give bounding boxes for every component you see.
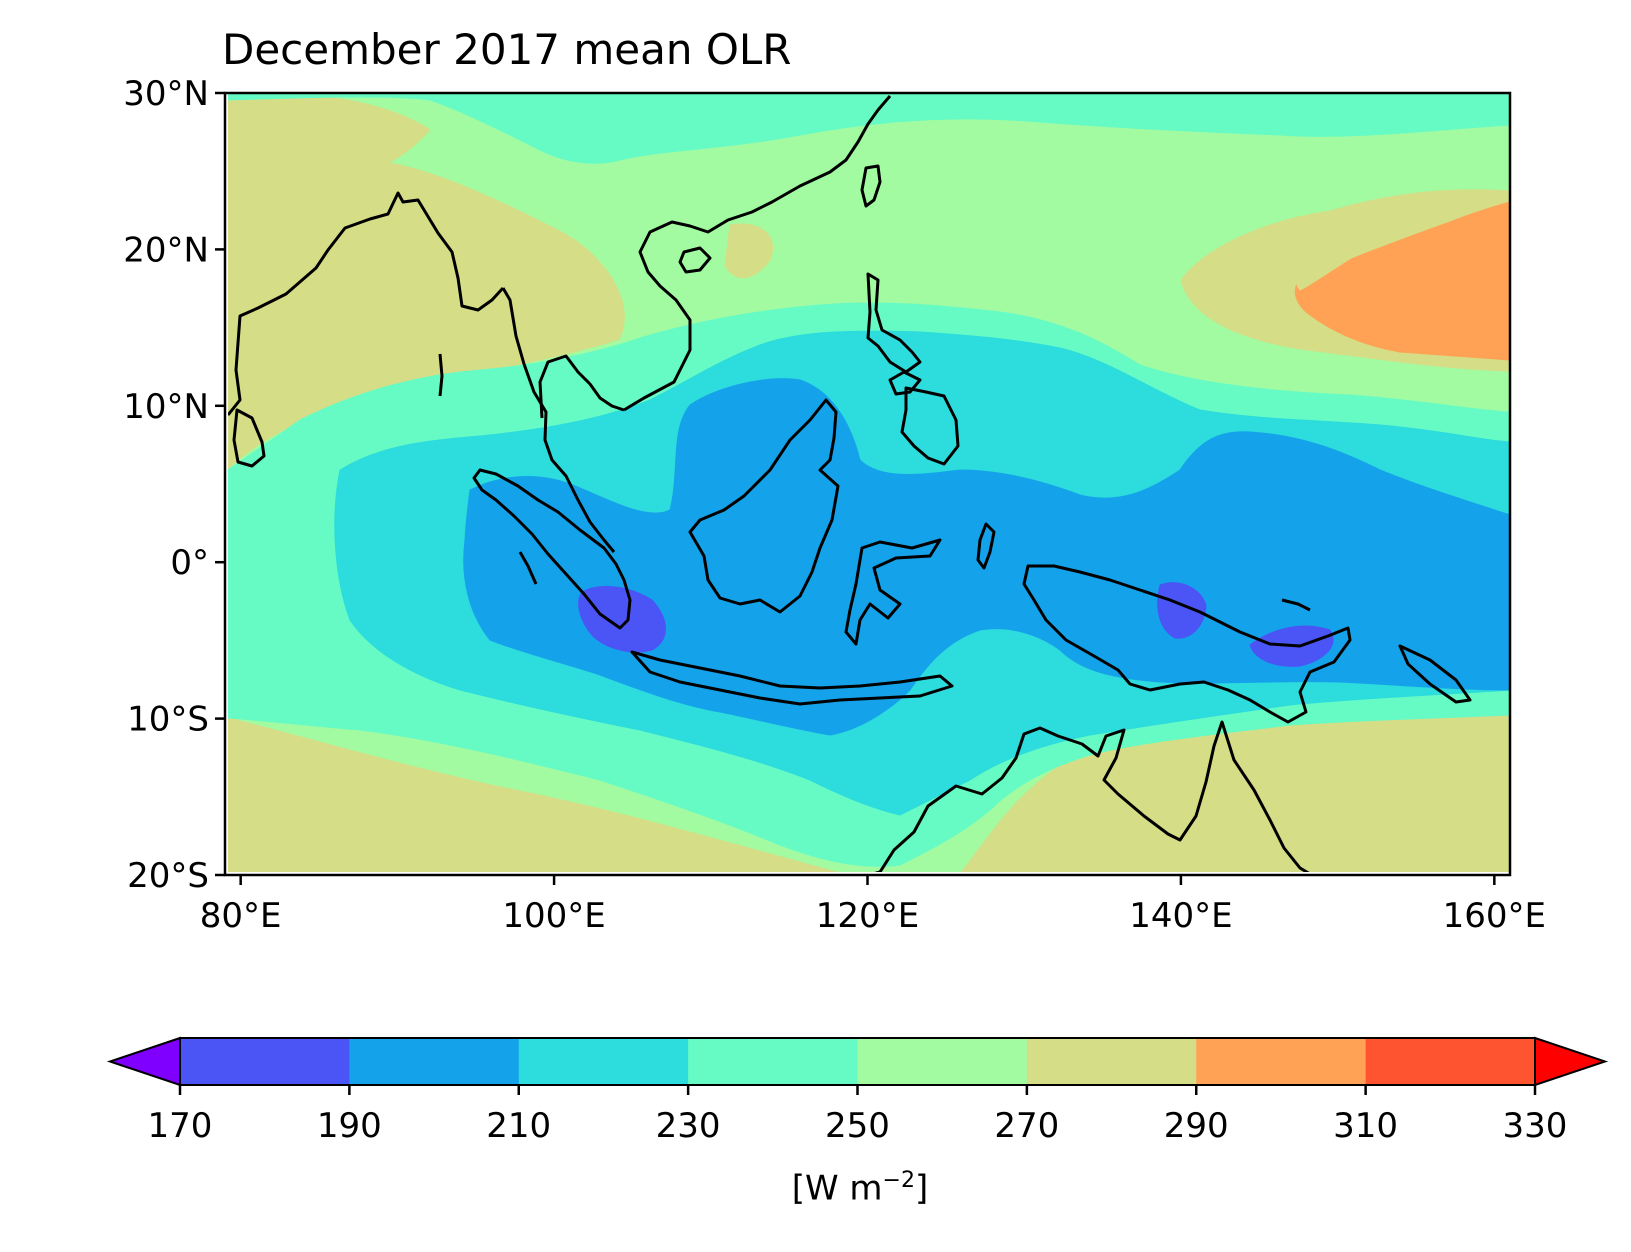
colorbar-tick-label: 170 bbox=[148, 1106, 213, 1146]
colorbar-segment bbox=[349, 1038, 520, 1085]
colorbar-segment bbox=[180, 1038, 350, 1085]
coastline-myanmar-malaya bbox=[501, 287, 616, 553]
colorbar-tick-label: 190 bbox=[317, 1106, 382, 1146]
coastline-new-guinea bbox=[1022, 564, 1352, 724]
latitude-tick-label: 20°S bbox=[127, 856, 209, 896]
longitude-tick-label: 120°E bbox=[816, 896, 919, 936]
latitude-tick-label: 30°N bbox=[123, 74, 209, 114]
coastline-sri-lanka bbox=[232, 408, 266, 468]
coastline-australia bbox=[874, 720, 1310, 872]
coastline-borneo bbox=[688, 398, 840, 614]
longitude-tick-label: 140°E bbox=[1129, 896, 1232, 936]
olr-band-290-310-pacific bbox=[1294, 201, 1510, 361]
colorbar-segment bbox=[688, 1038, 858, 1085]
coastline-hainan bbox=[678, 246, 712, 274]
coastline-luzon bbox=[866, 272, 922, 374]
colorbar-tick-label: 230 bbox=[656, 1106, 721, 1146]
latitude-tick-label: 20°N bbox=[123, 230, 209, 270]
colorbar-unit-label: [W m−2] bbox=[791, 1168, 929, 1209]
longitude-tick-label: 100°E bbox=[502, 896, 605, 936]
colorbar-tick-label: 250 bbox=[825, 1106, 890, 1146]
coastline-india bbox=[228, 191, 505, 416]
olr-band-170-190-sumatra bbox=[578, 586, 666, 653]
longitude-tick-label: 80°E bbox=[200, 896, 282, 936]
latitude-tick-label: 10°S bbox=[127, 700, 209, 740]
olr-band-230-250-north bbox=[228, 93, 1510, 164]
coastline-taiwan bbox=[860, 164, 882, 208]
colorbar-segment bbox=[1365, 1038, 1536, 1085]
colorbar-segment bbox=[518, 1038, 689, 1085]
longitude-tick-label: 160°E bbox=[1443, 896, 1546, 936]
colorbar-segment bbox=[1196, 1038, 1367, 1085]
coastline-layer bbox=[228, 95, 1472, 872]
colorbar-under-arrow bbox=[106, 1036, 181, 1087]
longitude-ticks: 80°E 100°E 120°E 140°E 160°E bbox=[200, 875, 1546, 936]
chart-title: December 2017 mean OLR bbox=[222, 25, 792, 74]
latitude-ticks: 30°N 20°N 10°N 0° 10°S 20°S bbox=[123, 74, 225, 896]
coastline-java bbox=[630, 650, 954, 706]
coastline-indochina-china bbox=[623, 95, 892, 412]
colorbar-segment bbox=[857, 1038, 1028, 1085]
coastline-new-britain bbox=[1398, 644, 1472, 704]
colorbar-ticks: 170 190 210 230 250 270 290 310 330 bbox=[148, 1085, 1568, 1146]
colorbar-tick-label: 270 bbox=[994, 1106, 1059, 1146]
colorbar-tick-label: 290 bbox=[1164, 1106, 1229, 1146]
coastline-mentawai bbox=[518, 551, 538, 585]
colorbar-tick-label: 210 bbox=[486, 1106, 551, 1146]
coastline-visayas bbox=[888, 370, 922, 396]
coastline-bismarck bbox=[1281, 598, 1311, 612]
map-axes: 80°E 100°E 120°E 140°E 160°E 30°N 20°N 10°N 0° 1… bbox=[123, 74, 1546, 936]
coastline-andaman-islands bbox=[438, 353, 444, 397]
olr-band-270-290-northwest bbox=[228, 93, 431, 201]
coastline-gulf-thailand bbox=[538, 354, 625, 419]
olr-band-270-290-hainan bbox=[724, 223, 774, 279]
latitude-tick-label: 10°N bbox=[123, 387, 209, 427]
colorbar-segments bbox=[106, 1036, 1609, 1087]
coastline-sulawesi bbox=[844, 538, 942, 646]
colorbar: 170 190 210 230 250 270 290 310 330 bbox=[106, 1036, 1609, 1146]
coastline-mindanao bbox=[900, 386, 960, 466]
olr-contour-field bbox=[228, 93, 1510, 872]
coastline-sumatra bbox=[472, 468, 632, 630]
olr-band-170-190-new-guinea bbox=[1157, 582, 1207, 639]
coastline-halmahera bbox=[976, 522, 996, 570]
colorbar-tick-label: 310 bbox=[1333, 1106, 1398, 1146]
colorbar-over-arrow bbox=[1534, 1036, 1609, 1087]
olr-band-270-290-pacific-edge bbox=[1292, 229, 1401, 291]
colorbar-tick-label: 330 bbox=[1503, 1106, 1568, 1146]
latitude-tick-label: 0° bbox=[170, 543, 209, 583]
colorbar-segment bbox=[1026, 1038, 1197, 1085]
